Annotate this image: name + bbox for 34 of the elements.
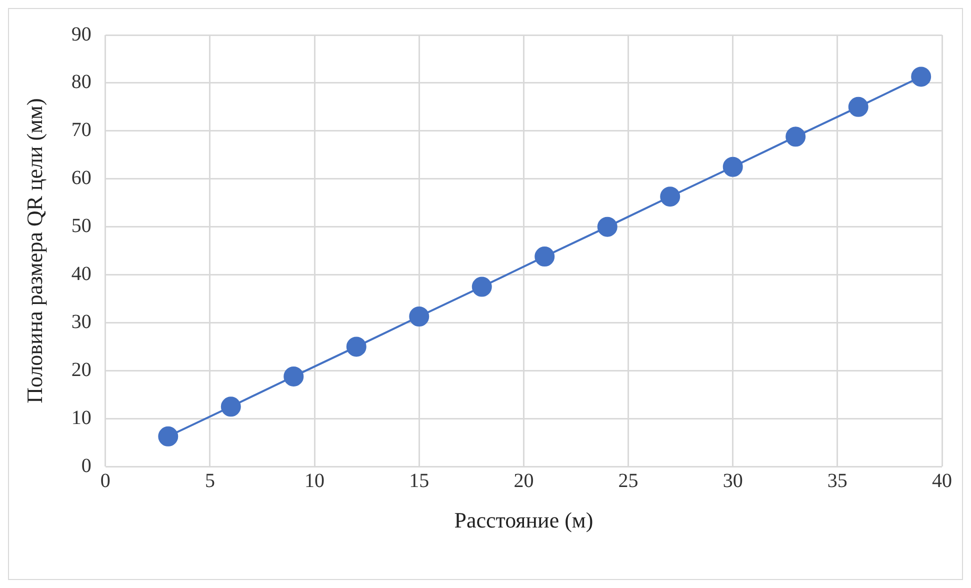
y-tick-label: 50 [71,215,92,238]
y-axis-title: Половина размера QR цели (мм) [22,98,47,404]
x-axis-title: Расстояние (м) [454,508,594,533]
x-tick-label: 30 [722,470,743,492]
x-tick-label: 35 [827,470,848,492]
y-tick-label: 0 [81,454,92,477]
point [848,96,868,117]
x-tick-label: 25 [618,470,638,492]
point [786,126,806,147]
x-tick-label: 15 [409,470,430,492]
y-tick-label: 10 [71,406,92,429]
point [472,276,492,297]
x-tick-label: 40 [932,470,952,492]
point [911,66,932,87]
point [660,186,680,207]
x-tick-label: 5 [204,470,215,492]
y-tick-label: 60 [71,167,92,190]
point [284,366,304,386]
point [409,306,430,326]
y-tick-label: 20 [71,358,92,381]
x-tick-label: 0 [100,470,110,492]
point [220,396,241,417]
x-tick-label: 20 [514,470,534,492]
y-tick-label: 80 [71,71,92,94]
x-tick-label: 10 [304,470,325,492]
point [597,216,618,237]
y-tick-label: 40 [71,263,92,286]
y-tick-label: 70 [71,119,92,142]
point [158,426,178,446]
y-tick-label: 90 [71,23,92,46]
point [722,156,743,177]
point [534,246,555,267]
point [346,336,366,357]
y-tick-label: 30 [71,310,92,333]
